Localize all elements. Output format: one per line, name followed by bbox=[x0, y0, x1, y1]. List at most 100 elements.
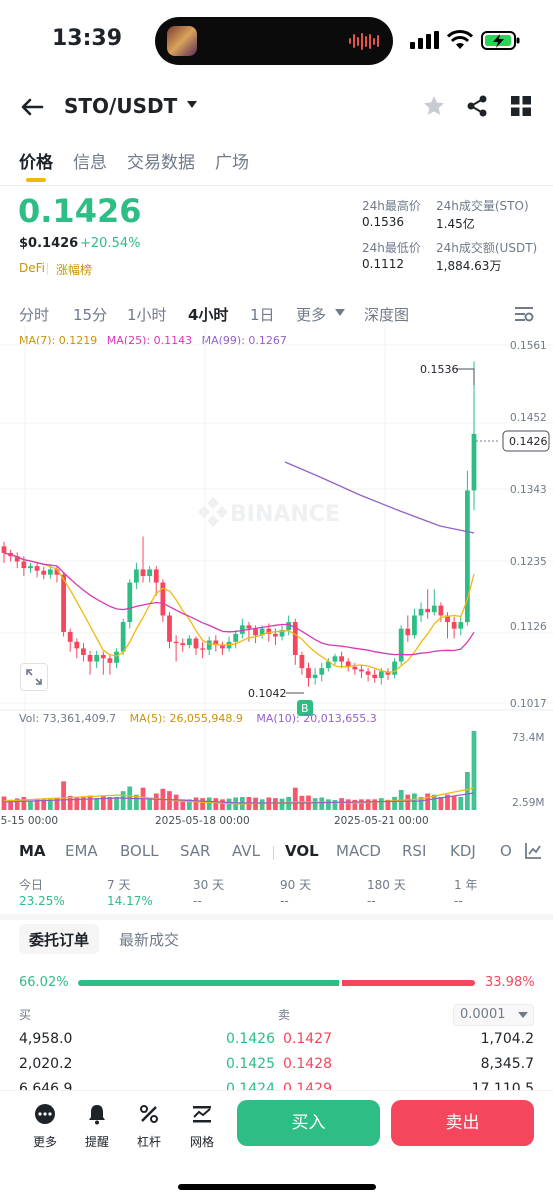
vol-ma5-label: MA(5): 26,055,948.9 bbox=[129, 712, 243, 725]
more-button[interactable]: 更多 bbox=[30, 1103, 60, 1150]
candle-body bbox=[418, 608, 424, 616]
bell-icon bbox=[89, 1105, 105, 1125]
current-price-value: 0.1426 bbox=[509, 435, 548, 448]
volume-bar bbox=[325, 799, 331, 810]
perf-value-180d: -- bbox=[367, 894, 376, 908]
grid-layout-icon[interactable] bbox=[511, 96, 531, 116]
tag-defi[interactable]: DeFi bbox=[19, 261, 45, 275]
candle-body bbox=[134, 569, 139, 583]
indicator-boll[interactable]: BOLL bbox=[120, 842, 159, 860]
bid-price[interactable]: 0.1425 bbox=[226, 1056, 275, 1072]
volume-bar bbox=[385, 799, 391, 810]
grid-button[interactable]: 网格 bbox=[187, 1103, 217, 1150]
ask-price[interactable]: 0.1427 bbox=[283, 1031, 332, 1047]
interval-1d[interactable]: 1日 bbox=[250, 306, 275, 324]
book-header-buy: 买 bbox=[19, 1008, 32, 1022]
indicator-avl[interactable]: AVL bbox=[232, 842, 260, 860]
back-arrow-icon[interactable] bbox=[20, 97, 44, 117]
caret-down-icon[interactable] bbox=[186, 100, 198, 110]
top-nav: STO/USDT bbox=[0, 92, 553, 122]
dynamic-island[interactable] bbox=[155, 17, 393, 65]
interval-1h[interactable]: 1小时 bbox=[127, 306, 167, 324]
candle-body bbox=[100, 654, 106, 659]
perf-value-90d: -- bbox=[280, 894, 289, 908]
candle-body bbox=[392, 661, 397, 675]
volume-bar bbox=[120, 791, 126, 810]
ask-price[interactable]: 0.1428 bbox=[283, 1056, 332, 1072]
perf-label-30d: 30 天 bbox=[193, 878, 225, 892]
ma25-label: MA(25): 0.1143 bbox=[106, 334, 193, 347]
tab-recent-trades[interactable]: 最新成交 bbox=[119, 931, 180, 949]
vol-label: Vol: 73,361,409.7 bbox=[19, 712, 117, 725]
indicator-ema[interactable]: EMA bbox=[65, 842, 98, 860]
candle-body bbox=[438, 605, 444, 616]
tab-price[interactable]: 价格 bbox=[19, 153, 53, 173]
indicator-macd[interactable]: MACD bbox=[336, 842, 381, 860]
indicator-kdj[interactable]: KDJ bbox=[450, 842, 476, 860]
interval-15m[interactable]: 15分 bbox=[73, 306, 108, 324]
indicator-settings-icon[interactable] bbox=[524, 842, 542, 860]
home-indicator bbox=[178, 1184, 376, 1190]
interval-time[interactable]: 分时 bbox=[19, 306, 50, 324]
candle-body bbox=[61, 574, 66, 632]
grid-bot-icon bbox=[193, 1106, 211, 1123]
leverage-button[interactable]: 杠杆 bbox=[134, 1103, 164, 1150]
vol-ma10-label: MA(10): 20,013,655.3 bbox=[256, 712, 377, 725]
price-axis-label: 0.1126 bbox=[510, 621, 547, 633]
indicator-vol[interactable]: VOL bbox=[285, 842, 319, 860]
candle-body bbox=[67, 631, 73, 642]
depth-chart-tab[interactable]: 深度图 bbox=[364, 306, 410, 324]
volume-bar bbox=[147, 798, 153, 810]
tab-trading-data[interactable]: 交易数据 bbox=[127, 153, 195, 173]
candle-body bbox=[34, 566, 40, 571]
favorite-star-icon[interactable] bbox=[423, 95, 445, 117]
volume-bar bbox=[431, 794, 437, 810]
last-price: 0.1426 bbox=[18, 192, 142, 230]
candle-body bbox=[266, 628, 272, 634]
candle-body bbox=[147, 569, 153, 576]
candlestick-chart[interactable]: BINANCE 0.1561 0.1452 0.1343 0.1235 0.1126 0.… bbox=[0, 325, 553, 825]
volume-bar bbox=[8, 799, 14, 810]
more-caret-icon[interactable] bbox=[335, 309, 345, 317]
tab-order-book[interactable]: 委托订单 bbox=[19, 924, 99, 954]
candle-body bbox=[345, 661, 351, 667]
sell-button[interactable]: 卖出 bbox=[391, 1100, 534, 1146]
volume-bar bbox=[81, 797, 86, 810]
album-art-icon bbox=[167, 26, 197, 56]
volume-bar bbox=[345, 799, 351, 810]
tag-gainers[interactable]: 涨幅榜 bbox=[56, 263, 93, 277]
tab-square[interactable]: 广场 bbox=[215, 153, 249, 173]
indicator-ma[interactable]: MA bbox=[19, 842, 46, 860]
fullscreen-button[interactable] bbox=[20, 663, 48, 691]
candle-body bbox=[47, 569, 53, 575]
volume-bar bbox=[392, 797, 397, 810]
volume-bar bbox=[41, 799, 47, 810]
alert-button[interactable]: 提醒 bbox=[82, 1103, 112, 1150]
precision-caret-icon bbox=[518, 1012, 528, 1018]
precision-select[interactable]: 0.0001 bbox=[453, 1004, 534, 1026]
candle-body bbox=[180, 643, 186, 646]
indicator-other[interactable]: O bbox=[500, 842, 512, 860]
tab-info[interactable]: 信息 bbox=[73, 153, 107, 173]
pair-title[interactable]: STO/USDT bbox=[64, 94, 178, 118]
bid-price[interactable]: 0.1426 bbox=[226, 1031, 275, 1047]
indicator-sar[interactable]: SAR bbox=[180, 842, 211, 860]
share-icon[interactable] bbox=[466, 95, 488, 117]
perf-label-90d: 90 天 bbox=[280, 878, 312, 892]
date-axis-label: 2025-05-18 00:00 bbox=[155, 815, 250, 825]
indicator-rsi[interactable]: RSI bbox=[402, 842, 427, 860]
buy-button[interactable]: 买入 bbox=[237, 1100, 380, 1146]
candle-body bbox=[160, 582, 166, 616]
candle-body bbox=[378, 671, 384, 678]
candle-body bbox=[306, 668, 311, 678]
candle-body bbox=[167, 615, 172, 642]
interval-more[interactable]: 更多 bbox=[296, 306, 327, 324]
interval-4h[interactable]: 4小时 bbox=[188, 306, 229, 324]
high-value: 0.1536 bbox=[362, 215, 404, 229]
chart-settings-icon[interactable] bbox=[514, 305, 534, 323]
clock: 13:39 bbox=[52, 26, 123, 51]
binance-logo-icon bbox=[198, 497, 228, 527]
candle-body bbox=[28, 566, 33, 569]
candle-body bbox=[359, 669, 364, 672]
volume-bar bbox=[134, 794, 139, 810]
